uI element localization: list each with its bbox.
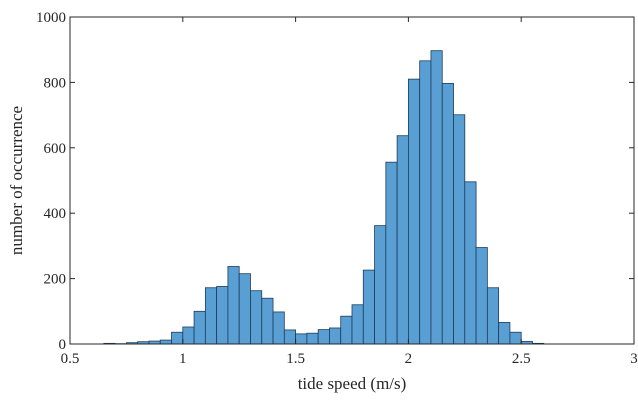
histogram-bar [193, 310, 206, 345]
histogram-bar [498, 322, 511, 345]
x-tick-label: 2 [405, 351, 413, 367]
histogram-bar [182, 326, 195, 345]
histogram-bar [453, 114, 466, 345]
x-axis-label: tide speed (m/s) [298, 374, 407, 393]
histogram-bar [261, 297, 274, 345]
histogram-bar [430, 50, 443, 345]
histogram-bar [329, 327, 342, 345]
y-tick-label: 1000 [36, 10, 66, 26]
histogram-bar [238, 273, 251, 345]
histogram-bar [486, 287, 500, 345]
histogram-bar [362, 269, 375, 345]
plot-frame [69, 16, 635, 345]
bars-group [103, 50, 545, 345]
y-tick-label: 0 [59, 337, 67, 353]
histogram-bar [441, 82, 454, 345]
histogram-bar [227, 266, 240, 345]
y-tick-label: 800 [44, 75, 67, 91]
histogram-bar [250, 290, 263, 345]
y-axis-label: number of occurrence [7, 106, 26, 255]
histogram-bar [509, 331, 522, 345]
histogram-bar [351, 304, 364, 345]
histogram-bar [374, 225, 387, 345]
histogram-bar [216, 286, 229, 345]
histogram-bar [385, 161, 398, 345]
histogram-bar [419, 60, 432, 345]
y-axis: 0 200 400 600 800 1000 [36, 10, 634, 353]
histogram-bar [306, 332, 319, 345]
x-tick-label: 2.5 [512, 351, 531, 367]
histogram-bar [317, 329, 330, 345]
x-tick-label: 1.5 [286, 351, 305, 367]
histogram-bar [171, 331, 184, 345]
histogram-bar [475, 247, 488, 345]
histogram-bar [204, 287, 218, 345]
histogram-bar [396, 135, 409, 345]
y-tick-label: 400 [44, 206, 67, 222]
y-tick-label: 200 [44, 272, 67, 288]
histogram-bar [272, 311, 285, 345]
histogram-bar [283, 329, 297, 345]
histogram-bar [407, 78, 421, 345]
histogram-bar [159, 339, 172, 345]
x-tick-label: 0.5 [61, 351, 80, 367]
x-tick-label: 1 [179, 351, 187, 367]
histogram-bar [295, 333, 308, 345]
histogram-bar [340, 315, 353, 345]
x-tick-label: 3 [630, 351, 638, 367]
histogram-bar [464, 181, 477, 345]
y-tick-label: 600 [44, 141, 67, 157]
x-axis: 0.5 1 1.5 2 2.5 3 [61, 17, 638, 367]
